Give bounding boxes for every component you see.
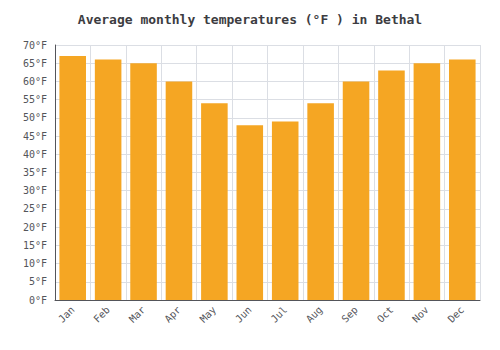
svg-text:60°F: 60°F [23, 76, 47, 87]
svg-text:Jan: Jan [56, 304, 77, 325]
svg-text:70°F: 70°F [23, 40, 47, 51]
svg-text:40°F: 40°F [23, 149, 47, 160]
svg-text:Feb: Feb [91, 304, 112, 325]
svg-text:45°F: 45°F [23, 131, 47, 142]
svg-text:10°F: 10°F [23, 258, 47, 269]
svg-text:Apr: Apr [162, 304, 183, 325]
svg-text:50°F: 50°F [23, 112, 47, 123]
svg-text:0°F: 0°F [29, 295, 47, 306]
svg-text:65°F: 65°F [23, 58, 47, 69]
svg-text:35°F: 35°F [23, 167, 47, 178]
svg-text:Jun: Jun [233, 304, 254, 325]
svg-text:15°F: 15°F [23, 240, 47, 251]
svg-text:Jul: Jul [269, 304, 290, 325]
svg-text:Oct: Oct [375, 304, 396, 325]
svg-text:Sep: Sep [339, 304, 360, 325]
svg-text:Mar: Mar [127, 304, 148, 325]
svg-text:25°F: 25°F [23, 203, 47, 214]
svg-text:May: May [198, 304, 219, 325]
svg-text:Nov: Nov [410, 304, 431, 325]
svg-text:55°F: 55°F [23, 94, 47, 105]
svg-text:30°F: 30°F [23, 185, 47, 196]
svg-text:Dec: Dec [446, 304, 467, 325]
svg-text:5°F: 5°F [29, 276, 47, 287]
svg-text:20°F: 20°F [23, 222, 47, 233]
svg-text:Aug: Aug [304, 304, 325, 325]
svg-text:Average monthly temperatures (: Average monthly temperatures (°F ) in Be… [78, 12, 422, 27]
